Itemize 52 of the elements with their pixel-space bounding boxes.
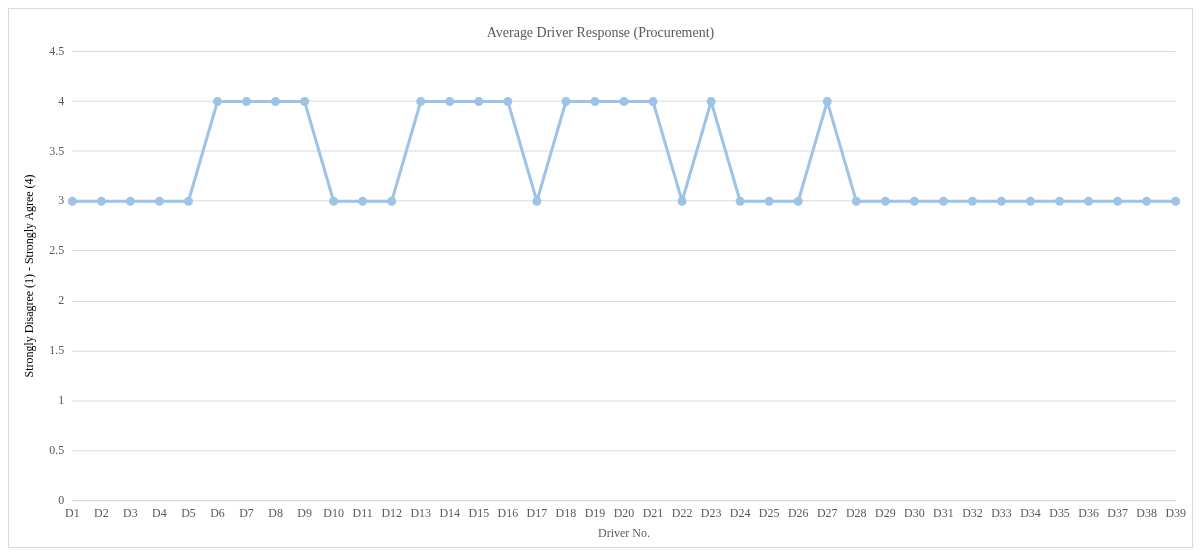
x-tick-label: D7 <box>239 505 254 520</box>
x-tick-label: D6 <box>210 505 225 520</box>
x-axis-title: Driver No. <box>598 526 650 540</box>
x-tick-label: D12 <box>381 505 403 520</box>
x-tick-label: D38 <box>1136 505 1157 520</box>
x-tick-label: D30 <box>904 505 925 520</box>
x-tick-label: D16 <box>497 505 519 520</box>
y-tick-label: 2.5 <box>49 243 65 258</box>
x-tick-label: D35 <box>1049 505 1070 520</box>
y-tick-label: 0.5 <box>49 442 65 457</box>
x-tick-label: D20 <box>613 505 635 520</box>
x-tick-label: D13 <box>410 505 432 520</box>
chart-title: Average Driver Response (Procurement) <box>486 24 715 41</box>
y-tick-label: 3 <box>58 193 65 208</box>
x-tick-label: D14 <box>439 505 461 520</box>
x-tick-label: D5 <box>181 505 196 520</box>
y-tick-label: 4.5 <box>49 43 65 58</box>
x-tick-label: D39 <box>1165 505 1187 520</box>
x-tick-label: D22 <box>671 505 693 520</box>
x-tick-label: D18 <box>555 505 577 520</box>
x-tick-label: D24 <box>729 505 751 520</box>
x-tick-label: D33 <box>991 505 1012 520</box>
y-tick-label: 3.5 <box>49 143 65 158</box>
x-tick-label: D34 <box>1020 505 1041 520</box>
x-tick-label: D10 <box>323 505 344 520</box>
x-tick-label: D31 <box>933 505 954 520</box>
y-axis-title: Strongly Disagree (1) - Strongly Agree (4) <box>22 174 37 378</box>
x-tick-label: D26 <box>787 505 809 520</box>
x-tick-label: D15 <box>468 505 490 520</box>
x-tick-label: D23 <box>700 505 722 520</box>
y-tick-label: 1.5 <box>49 342 65 357</box>
x-tick-label: D17 <box>526 505 548 520</box>
x-tick-label: D11 <box>352 505 373 520</box>
x-tick-label: D32 <box>962 505 983 520</box>
x-tick-label: D9 <box>297 505 312 520</box>
x-tick-label: D29 <box>875 505 896 520</box>
y-tick-label: 0 <box>58 492 65 507</box>
x-tick-label: D1 <box>64 505 80 520</box>
x-tick-label: D37 <box>1107 505 1128 520</box>
x-tick-label: D36 <box>1078 505 1099 520</box>
x-tick-label: D2 <box>94 505 109 520</box>
y-tick-label: 4 <box>58 93 65 108</box>
y-tick-label: 2 <box>58 293 65 308</box>
x-tick-label: D8 <box>268 505 283 520</box>
x-tick-label: D4 <box>152 505 167 520</box>
x-tick-label: D28 <box>845 505 867 520</box>
x-tick-label: D3 <box>123 505 138 520</box>
x-tick-label: D25 <box>758 505 780 520</box>
y-tick-label: 1 <box>58 392 65 407</box>
x-tick-label: D21 <box>642 505 664 520</box>
x-tick-label: D19 <box>584 505 606 520</box>
x-tick-label: D27 <box>816 505 838 520</box>
